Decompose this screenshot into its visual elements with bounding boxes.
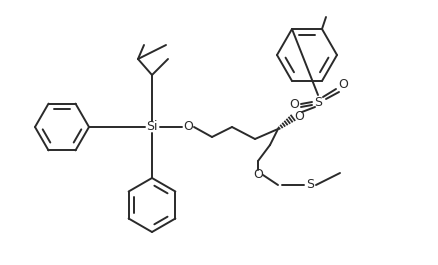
- Text: S: S: [314, 95, 322, 108]
- Text: O: O: [253, 169, 263, 182]
- Text: O: O: [294, 111, 304, 123]
- Text: S: S: [306, 179, 314, 192]
- Text: Si: Si: [146, 121, 158, 134]
- Text: O: O: [289, 99, 299, 112]
- Text: O: O: [338, 78, 348, 91]
- Text: O: O: [183, 121, 193, 134]
